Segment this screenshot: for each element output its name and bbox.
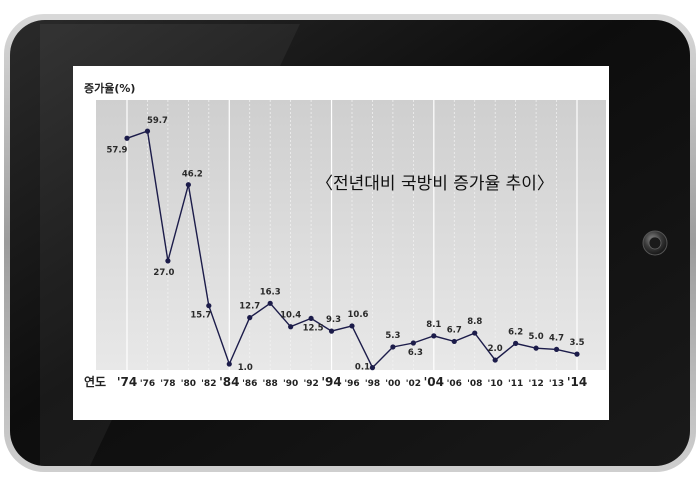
data-label-20: 5.0: [529, 332, 544, 342]
data-label-18: 2.0: [488, 344, 503, 354]
data-point-15: [431, 333, 437, 339]
data-label-6: 12.7: [239, 302, 260, 312]
data-point-5: [226, 361, 232, 367]
x-tick-label-1: '76: [140, 379, 155, 389]
data-point-10: [328, 328, 335, 334]
data-point-19: [513, 340, 519, 346]
data-label-19: 6.2: [508, 327, 523, 337]
grid-lines: [126, 100, 578, 370]
x-tick-label-9: '92: [303, 379, 318, 389]
data-labels: 57.9 59.7 27.0 46.2 15.7 1.0 12.716.3 10.412.59…: [107, 116, 585, 373]
data-point-0: [124, 135, 130, 141]
data-point-9: [308, 315, 314, 322]
chart-title: 〈전년대비 국방비 증가율 추이〉: [316, 174, 554, 194]
data-point-2: [165, 258, 171, 264]
data-point-16: [451, 338, 457, 345]
x-tick-label-7: '88: [263, 379, 278, 389]
data-points: [124, 128, 580, 371]
data-label-4: 15.7: [190, 311, 211, 321]
data-label-14: 6.3: [408, 348, 423, 358]
data-point-4: [206, 303, 212, 309]
data-label-9: 12.5: [303, 323, 324, 333]
x-tick-label-22: '14: [567, 375, 587, 389]
data-label-5: 1.0: [238, 363, 253, 373]
plot-area: [96, 100, 606, 370]
data-label-1: 59.7: [147, 116, 168, 126]
x-tick-label-11: '96: [344, 379, 359, 389]
x-tick-label-6: '86: [242, 379, 257, 389]
data-point-20: [533, 345, 539, 351]
data-label-3: 46.2: [182, 170, 203, 180]
data-label-11: 10.6: [348, 310, 369, 320]
data-point-1: [144, 128, 151, 134]
x-tick-label-5: '84: [219, 375, 239, 389]
data-label-12: 0.1: [355, 363, 370, 373]
data-label-8: 10.4: [280, 311, 301, 321]
data-label-21: 4.7: [549, 333, 564, 343]
x-tick-label-2: '78: [160, 379, 175, 389]
home-button-icon[interactable]: [642, 230, 668, 256]
data-label-0: 57.9: [107, 145, 128, 155]
x-tick-label-12: '98: [365, 379, 380, 389]
data-point-8: [288, 324, 294, 330]
data-point-7: [267, 300, 273, 306]
y-axis-title: 증가율(%): [84, 81, 135, 95]
x-tick-label-8: '90: [283, 379, 298, 389]
data-point-22: [574, 351, 580, 357]
x-tick-label-21: '13: [549, 379, 564, 389]
data-label-10: 9.3: [326, 315, 341, 325]
data-label-17: 8.8: [467, 317, 482, 327]
data-label-2: 27.0: [153, 268, 174, 278]
data-label-13: 5.3: [385, 331, 400, 341]
x-tick-label-3: '80: [181, 379, 196, 389]
x-tick-label-18: '10: [488, 379, 503, 389]
x-tick-label-0: '74: [117, 375, 137, 389]
x-tick-label-16: '06: [447, 379, 462, 389]
data-point-21: [553, 346, 560, 352]
x-axis-title: 연도: [84, 374, 106, 389]
data-point-6: [247, 315, 253, 321]
data-label-7: 16.3: [260, 287, 281, 297]
data-point-14: [410, 340, 416, 346]
data-label-22: 3.5: [569, 338, 584, 348]
x-tick-label-17: '08: [467, 379, 482, 389]
x-tick-label-4: '82: [201, 379, 216, 389]
data-label-16: 6.7: [447, 325, 462, 335]
data-point-18: [492, 357, 498, 363]
x-tick-label-10: '94: [321, 375, 341, 389]
x-tick-label-15: '04: [424, 375, 444, 389]
x-tick-label-20: '12: [528, 379, 543, 389]
data-point-11: [349, 323, 355, 329]
data-point-12: [369, 365, 376, 371]
data-point-13: [390, 344, 396, 350]
x-tick-labels: '74'76 '78 '80 '82'84'86 '88 '90 '92'94'96 '98 '…: [117, 375, 587, 389]
x-tick-label-19: '11: [508, 379, 523, 389]
x-tick-label-14: '02: [406, 379, 421, 389]
x-tick-label-13: '00: [385, 379, 400, 389]
data-point-17: [472, 330, 478, 336]
data-point-3: [185, 182, 191, 188]
data-label-15: 8.1: [426, 320, 441, 330]
